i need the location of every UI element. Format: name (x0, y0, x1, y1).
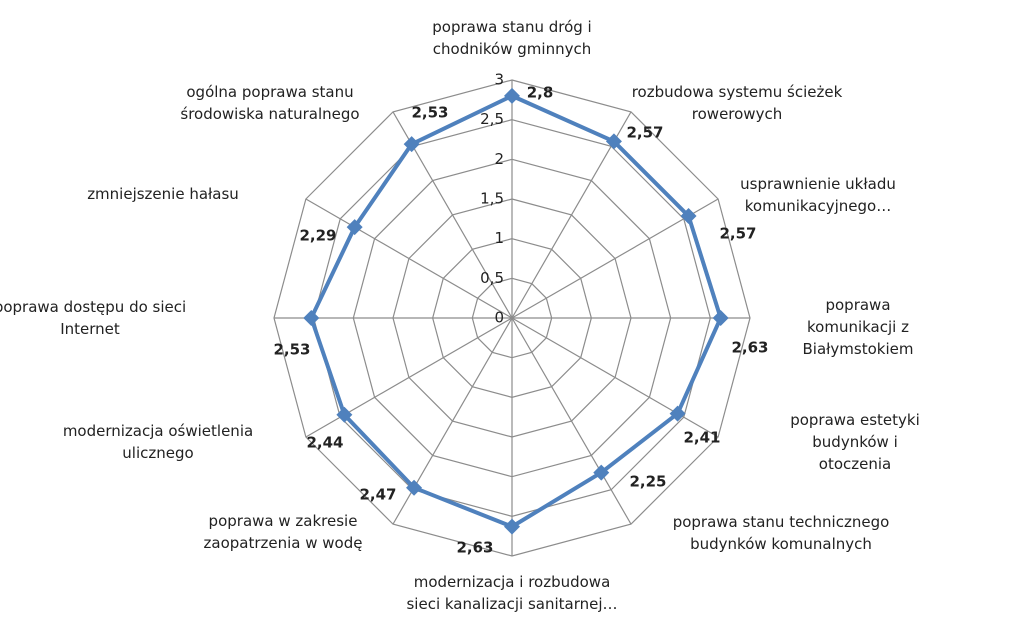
value-label: 2,53 (411, 104, 448, 122)
marker (593, 464, 610, 481)
marker (403, 136, 420, 153)
marker (680, 208, 697, 225)
y-tick-label: 2,5 (480, 110, 504, 128)
value-label: 2,57 (626, 124, 663, 142)
value-label: 2,44 (306, 434, 343, 452)
category-label: poprawa w zakresie zaopatrzenia w wodę (203, 512, 363, 552)
category-label: poprawa stanu dróg i chodników gminnych (432, 18, 592, 58)
value-label: 2,63 (456, 539, 493, 557)
value-label: 2,47 (359, 486, 396, 504)
category-label: modernizacja oświetlenia ulicznego (62, 422, 254, 462)
category-label: usprawnienie układu komunikacyjnego… (740, 175, 896, 215)
category-label: ogólna poprawa stanu środowiska naturaln… (180, 83, 360, 123)
marker (504, 87, 520, 104)
category-label: rozbudowa systemu ścieżek rowerowych (631, 83, 843, 123)
category-label: modernizacja i rozbudowa sieci kanalizac… (406, 573, 618, 613)
spoke (392, 317, 513, 525)
category-label: poprawa estetyki budynków i otoczenia (790, 411, 920, 473)
marker (605, 133, 622, 150)
value-label: 2,63 (731, 339, 768, 357)
value-label: 2,29 (299, 227, 336, 245)
spoke (511, 317, 719, 438)
category-label: poprawa dostępu do sieci Internet (0, 298, 187, 338)
value-label: 2,25 (629, 473, 666, 491)
y-tick-label: 2 (494, 150, 504, 168)
category-label: zmniejszenie hałasu (87, 185, 239, 203)
marker (406, 479, 423, 496)
marker (669, 405, 686, 422)
category-label: poprawa stanu technicznego budynków komu… (672, 513, 890, 553)
spoke (305, 198, 513, 319)
spoke (305, 317, 513, 438)
spoke (511, 317, 632, 525)
marker (712, 310, 729, 326)
y-tick-label: 3 (494, 71, 504, 89)
y-tick-label: 1,5 (480, 190, 504, 208)
y-tick-label: 0 (494, 309, 504, 327)
value-label: 2,57 (719, 225, 756, 243)
marker (346, 219, 363, 236)
marker (336, 406, 353, 423)
value-label: 2,8 (527, 84, 554, 102)
marker (303, 310, 320, 326)
category-label: poprawa komunikacji z Białymstokiem (802, 296, 914, 358)
y-tick-label: 1 (494, 229, 504, 247)
y-tick-label: 0,5 (480, 269, 504, 287)
value-label: 2,53 (273, 341, 310, 359)
value-label: 2,41 (683, 429, 720, 447)
marker (504, 518, 520, 535)
